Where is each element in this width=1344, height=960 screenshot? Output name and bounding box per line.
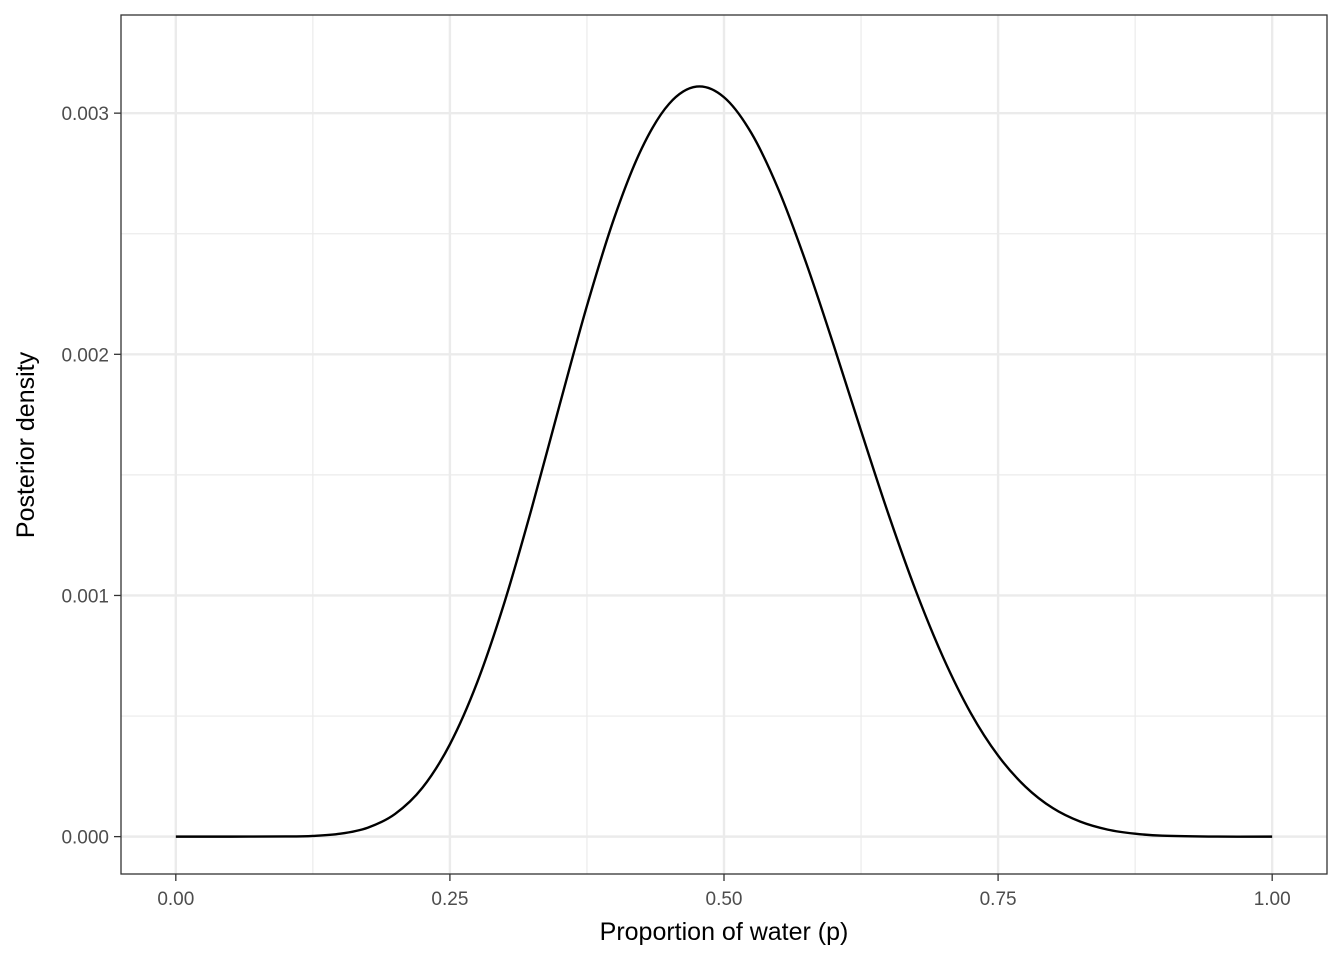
- x-tick-label: 0.00: [157, 889, 194, 910]
- y-tick-label: 0.000: [61, 828, 109, 849]
- x-tick-label: 1.00: [1254, 889, 1291, 910]
- x-tick-label: 0.50: [706, 889, 743, 910]
- y-tick-label: 0.001: [61, 586, 109, 607]
- x-tick-label: 0.75: [980, 889, 1017, 910]
- x-axis: 0.00 0.25 0.50 0.75 1.00: [157, 874, 1291, 910]
- major-gridlines: [121, 15, 1327, 874]
- posterior-curve: [175, 85, 1273, 838]
- series-layer: [175, 85, 1273, 838]
- y-tick-label: 0.002: [61, 345, 109, 366]
- x-tick-label: 0.25: [431, 889, 468, 910]
- x-axis-title: Proportion of water (p): [600, 918, 849, 946]
- y-axis: 0.000 0.001 0.002 0.003: [61, 104, 121, 849]
- y-tick-label: 0.003: [61, 104, 109, 125]
- y-axis-title: Posterior density: [12, 351, 40, 538]
